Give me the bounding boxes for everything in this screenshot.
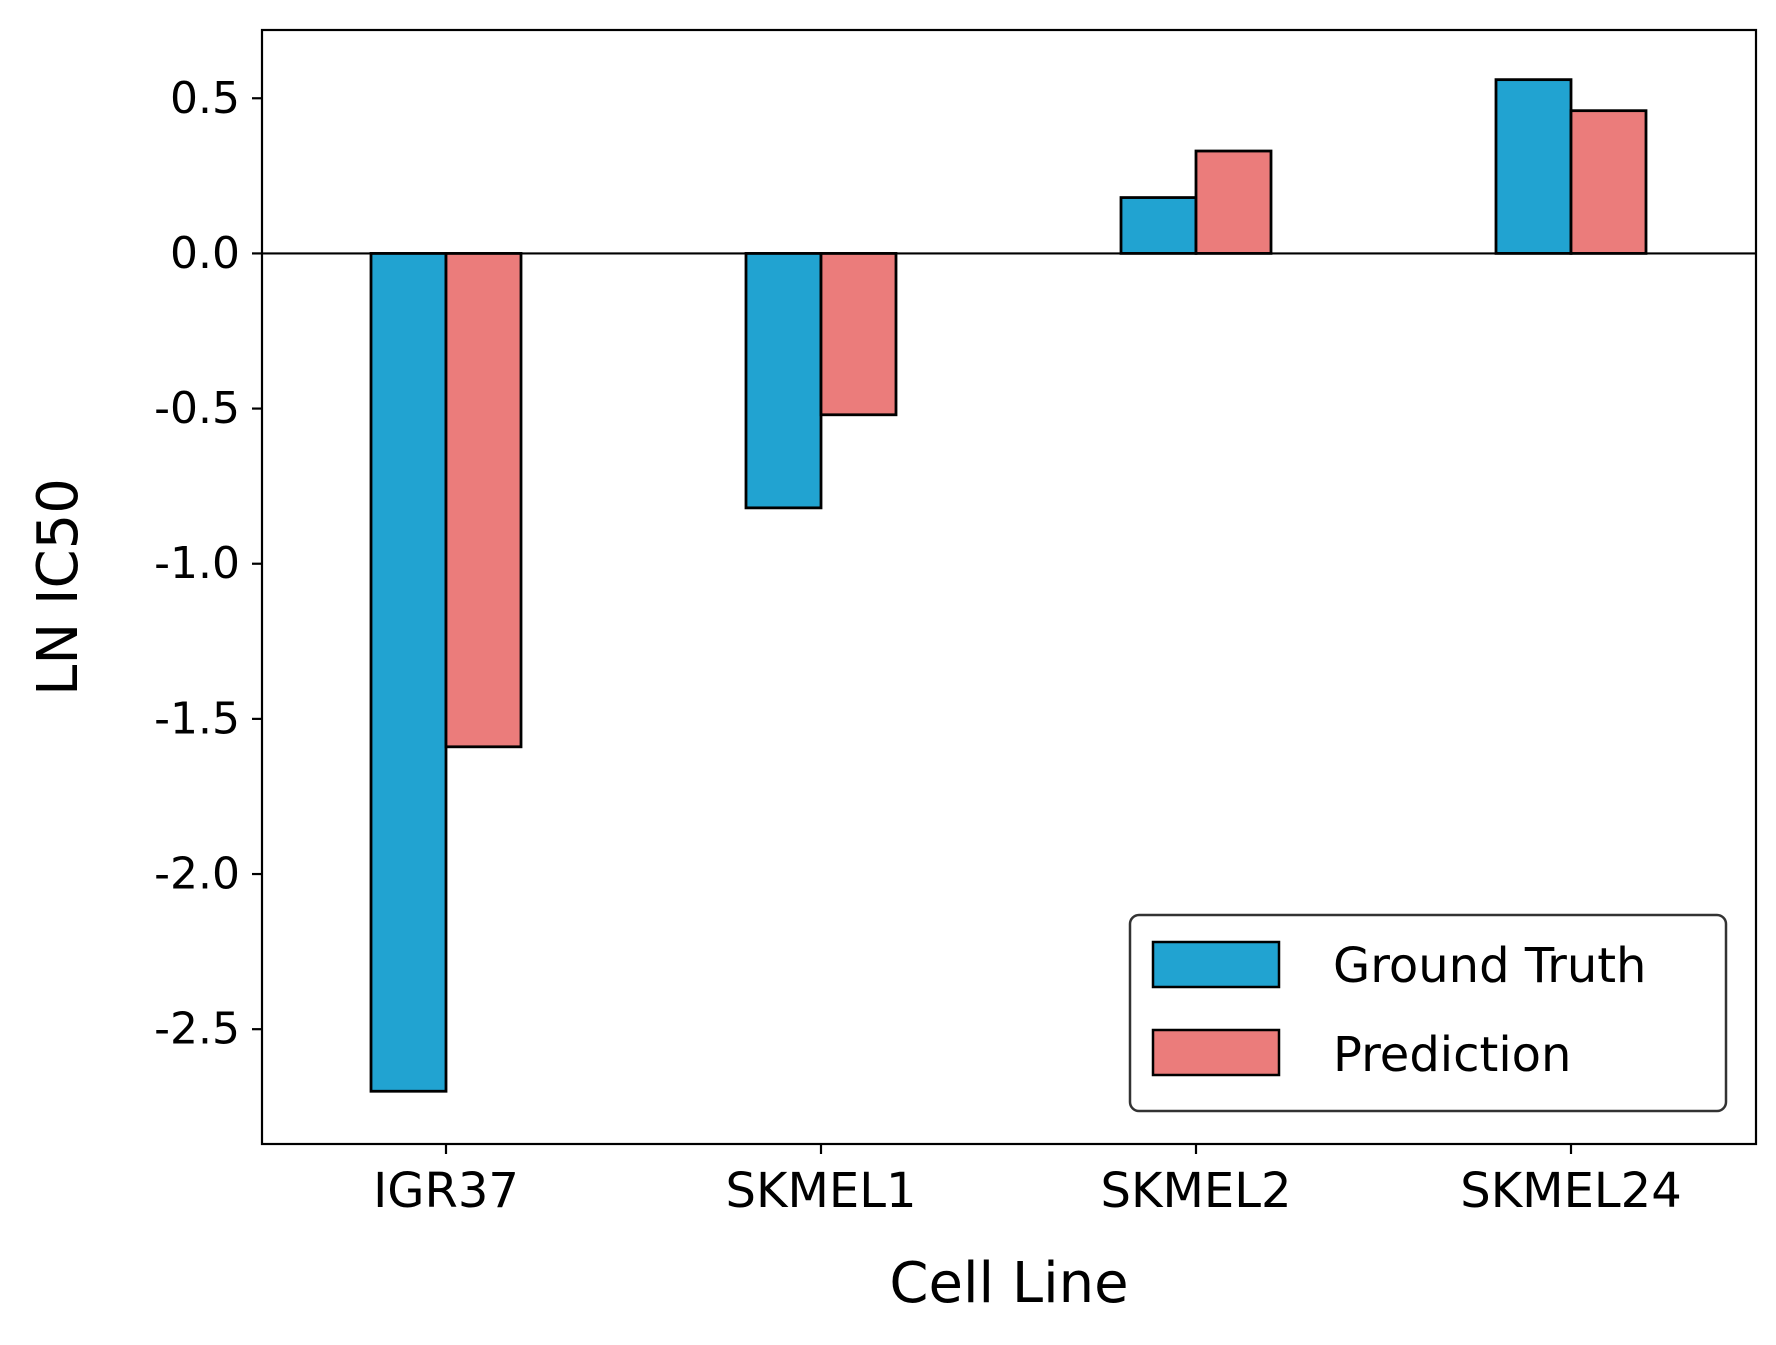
legend: Ground Truth Prediction (1128, 913, 1728, 1113)
y-tick-label: -0.5 (154, 383, 240, 434)
y-axis-title: LN IC50 (26, 478, 91, 696)
x-tick-label-skmel2: SKMEL2 (1101, 1163, 1292, 1219)
x-tick-label-igr37: IGR37 (373, 1163, 519, 1219)
x-tick-label-skmel24: SKMEL24 (1460, 1163, 1682, 1219)
bar-ground-truth-skmel1 (744, 252, 823, 510)
y-tick-label: 0.5 (170, 73, 240, 124)
legend-label-prediction: Prediction (1333, 1027, 1571, 1083)
legend-label-ground-truth: Ground Truth (1333, 938, 1646, 994)
y-tick-label: -1.5 (154, 693, 240, 744)
y-tick-label: -2.5 (154, 1004, 240, 1055)
bar-prediction-skmel1 (819, 252, 898, 417)
y-tick-label: -2.0 (154, 849, 240, 900)
bar-prediction-igr37 (444, 252, 523, 749)
x-axis-ticks: IGR37 SKMEL1 SKMEL2 SKMEL24 (373, 1144, 1682, 1219)
y-axis-ticks: 0.5 0.0 -0.5 -1.0 -1.5 -2.0 -2.5 (154, 73, 262, 1055)
bar-ground-truth-skmel2 (1119, 196, 1198, 255)
x-tick-label-skmel1: SKMEL1 (726, 1163, 917, 1219)
plot-frame (260, 28, 1758, 1146)
bars-layer (369, 78, 1648, 1093)
bar-ground-truth-igr37 (369, 252, 448, 1093)
bar-prediction-skmel24 (1569, 109, 1648, 255)
bar-prediction-skmel2 (1194, 149, 1273, 255)
y-tick-label: -1.0 (154, 538, 240, 589)
legend-swatch-ground-truth (1151, 940, 1281, 989)
legend-swatch-prediction (1151, 1028, 1281, 1077)
bar-ground-truth-skmel24 (1494, 78, 1573, 255)
x-axis-title: Cell Line (889, 1251, 1128, 1316)
y-tick-label: 0.0 (170, 228, 240, 279)
